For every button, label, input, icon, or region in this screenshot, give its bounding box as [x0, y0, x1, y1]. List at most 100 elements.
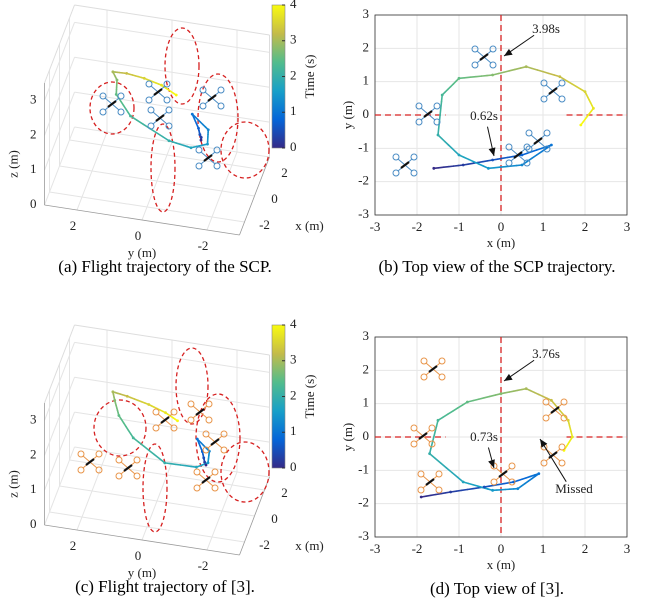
gate: [176, 348, 208, 424]
x-tick-label: -1: [454, 541, 465, 556]
quadrotor-icon: [148, 107, 172, 129]
trajectory-segment: [439, 122, 440, 129]
x-tick-label: -2: [259, 537, 270, 552]
trajectory-point: [126, 395, 129, 398]
trajectory-point: [205, 464, 208, 467]
y-tick-label: -3: [358, 206, 369, 221]
y-tick-label: -1: [358, 139, 369, 154]
quadrotor-icon: [200, 87, 224, 109]
annotation: 3.98s: [532, 21, 560, 36]
trajectory-point: [202, 457, 205, 460]
caption: (b) Top view of the SCP trajectory.: [378, 257, 615, 276]
annotation: 0.73s: [470, 429, 498, 444]
trajectory-point: [584, 90, 587, 93]
x-tick-label: -2: [412, 219, 423, 234]
quadrotor-rotor: [214, 147, 220, 153]
trajectory-point: [164, 411, 167, 414]
y-tick-label: -3: [358, 528, 369, 543]
trajectory-point: [432, 167, 435, 170]
z-axis-label: z (m): [5, 470, 20, 498]
trajectory-point: [466, 401, 469, 404]
trajectory-point: [207, 461, 210, 464]
trajectory-segment: [156, 133, 162, 137]
quadrotor-icon: [203, 431, 227, 453]
trajectory-point: [196, 438, 199, 441]
trajectory-segment: [456, 490, 462, 491]
z-tick-label: 3: [30, 91, 37, 106]
colorbar-tick-label: 3: [290, 352, 297, 367]
z-axis-label: z (m): [5, 150, 20, 178]
y-axis-label: y (m): [340, 101, 355, 130]
trajectory-point: [579, 124, 582, 127]
trajectory-segment: [137, 120, 143, 124]
x-tick-label: 1: [540, 541, 547, 556]
quadrotor-arm: [200, 412, 207, 418]
z-tick-label: 0: [30, 196, 37, 211]
gate: [221, 122, 269, 178]
gate: [90, 82, 134, 134]
trajectory-point: [132, 436, 135, 439]
trajectory-point: [428, 452, 431, 455]
quadrotor-rotor: [148, 123, 154, 129]
trajectory-segment: [462, 490, 468, 491]
x-tick-label: 1: [540, 219, 547, 234]
z-tick-label: 2: [30, 126, 37, 141]
quadrotor-rotor: [221, 447, 227, 453]
colorbar-label: Time (s): [302, 375, 317, 419]
colorbar-label: Time (s): [302, 55, 317, 99]
trajectory-point: [462, 164, 465, 167]
trajectory-segment: [139, 442, 144, 446]
trajectory-point: [163, 461, 166, 464]
y-tick-label: 1: [363, 395, 370, 410]
quadrotor-arm: [165, 420, 172, 426]
trajectory-segment: [465, 77, 471, 78]
annotation: 0.62s: [470, 108, 498, 123]
quadrotor-rotor: [206, 401, 212, 407]
y-tick-label: -2: [198, 238, 209, 253]
caption: (a) Flight trajectory of the SCP.: [58, 257, 271, 276]
gate: [143, 444, 167, 532]
z-tick-label: 0: [30, 516, 37, 531]
quadrotor-rotor: [200, 103, 206, 109]
trajectory-point: [500, 392, 503, 395]
x-tick-label: -2: [259, 217, 270, 232]
y-tick-label: 3: [363, 328, 370, 343]
quadrotor-rotor: [166, 107, 172, 113]
quadrotor-rotor: [221, 431, 227, 437]
x-tick-label: -1: [454, 219, 465, 234]
x-tick-label: 3: [624, 541, 631, 556]
x-tick-label: 0: [498, 219, 505, 234]
quadrotor-arm: [215, 442, 222, 448]
trajectory-segment: [494, 167, 500, 168]
quadrotor-rotor: [196, 147, 202, 153]
quadrotor-rotor: [116, 457, 122, 463]
trajectory-segment: [473, 488, 479, 489]
quadrotor-arm: [158, 414, 165, 420]
x-axis-label: x (m): [295, 218, 324, 233]
trajectory-point: [168, 139, 171, 142]
trajectory-point: [143, 77, 146, 80]
y-tick-label: 1: [363, 73, 370, 88]
trajectory-point: [190, 146, 193, 149]
x-tick-label: 3: [624, 219, 631, 234]
quadrotor-rotor: [153, 409, 159, 415]
quadrotor-rotor: [153, 425, 159, 431]
quadrotor-arm: [128, 468, 135, 474]
annotation: Missed: [555, 481, 593, 496]
x-tick-label: 2: [582, 219, 589, 234]
x-tick-label: -3: [370, 219, 381, 234]
quadrotor-rotor: [146, 81, 152, 87]
trajectory-segment: [154, 455, 159, 459]
trajectory-point: [113, 399, 116, 402]
trajectory-segment: [511, 166, 517, 167]
trajectory-point: [200, 139, 203, 142]
x-tick-label: -2: [412, 541, 423, 556]
quadrotor-rotor: [164, 97, 170, 103]
quadrotor-rotor: [218, 103, 224, 109]
trajectory-point: [521, 164, 524, 167]
z-tick-label: 2: [30, 446, 37, 461]
x-axis-label: x (m): [295, 538, 324, 553]
trajectory-point: [525, 387, 528, 390]
